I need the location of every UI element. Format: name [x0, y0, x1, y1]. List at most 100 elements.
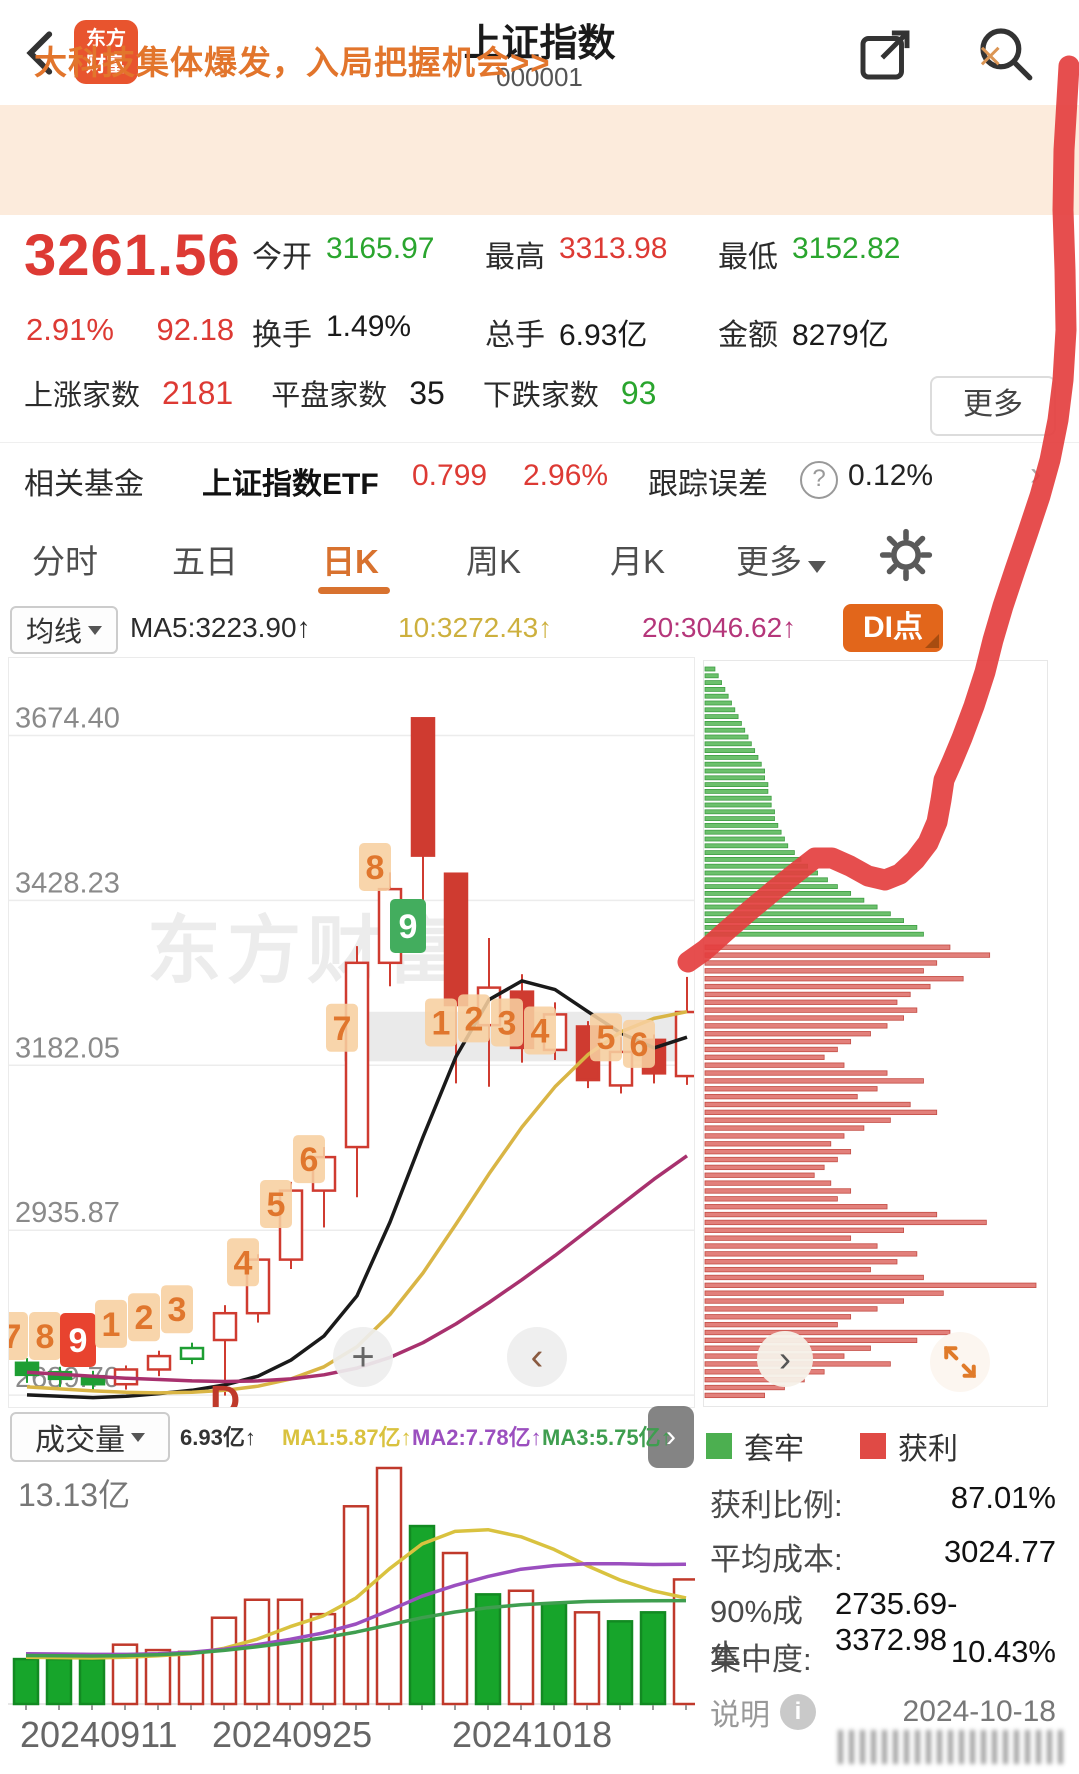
related-fund-row[interactable]: 相关基金 上证指数ETF 0.799 2.96% 跟踪误差 ? 0.12% ›: [0, 442, 1079, 514]
promo-banner-text[interactable]: 大科技集体爆发，入局把握机会>>: [34, 44, 551, 81]
di-point-badge[interactable]: DI点: [843, 604, 943, 652]
volume-ma3: MA3:5.75亿↑: [542, 1425, 672, 1450]
chip-distribution-pane[interactable]: [703, 660, 1048, 1407]
promo-banner[interactable]: [0, 105, 1079, 215]
stat-turnover: 换手 1.49%: [252, 310, 412, 352]
app-logo[interactable]: 东方 财富: [74, 20, 138, 84]
advancers-label: 上涨家数: [24, 380, 141, 412]
logo-line1: 东方: [86, 28, 126, 50]
blurred-watermark: [838, 1730, 1063, 1764]
back-button[interactable]: [18, 26, 68, 80]
svg-text:3674.40: 3674.40: [15, 702, 120, 734]
zoom-in-button[interactable]: +: [333, 1327, 393, 1387]
fund-row-label: 相关基金: [24, 468, 144, 501]
avg-cost-row: 平均成本: 3024.77: [710, 1534, 1056, 1577]
chart-tabs: 分时 五日 日K 周K 月K 更多: [0, 513, 1079, 601]
svg-text:3: 3: [168, 1291, 187, 1329]
settings-button[interactable]: [878, 527, 934, 583]
back-chevron-icon: [26, 31, 53, 75]
x-label-2: 20240925: [212, 1714, 373, 1755]
logo-line2: 财富: [86, 54, 126, 76]
share-button[interactable]: [852, 22, 918, 88]
svg-text:8: 8: [366, 849, 385, 887]
tracking-error-label: 跟踪误差: [648, 468, 768, 501]
plus-icon: +: [351, 1334, 375, 1379]
tab-more[interactable]: 更多: [736, 535, 826, 583]
ma10-value: 10:3272.43↑: [398, 612, 553, 643]
note-label: 说明: [710, 1699, 770, 1732]
volume-selector[interactable]: 成交量: [10, 1412, 170, 1462]
volume-chart-pane[interactable]: 13.13亿: [8, 1462, 700, 1710]
chip-date: 2024-10-18: [902, 1695, 1056, 1728]
pan-left-button[interactable]: ‹: [507, 1327, 567, 1387]
svg-text:5: 5: [267, 1186, 286, 1224]
tab-5day[interactable]: 五日: [172, 543, 238, 580]
stat-volume: 总手 6.93亿: [485, 319, 648, 352]
svg-text:1: 1: [102, 1306, 121, 1344]
decliners-label: 下跌家数: [482, 380, 599, 412]
more-button[interactable]: 更多: [930, 376, 1056, 436]
stat-low: 最低 3152.82: [718, 232, 901, 274]
info-icon[interactable]: i: [780, 1694, 816, 1730]
ma5-value: MA5:3223.90↑: [130, 612, 311, 643]
expand-panel-button[interactable]: [930, 1332, 990, 1392]
volume-current: 6.93亿↑: [180, 1425, 256, 1450]
fund-nav: 0.799: [412, 459, 488, 492]
ma20-value: 20:3046.62↑: [642, 612, 797, 643]
current-price: 3261.56: [24, 223, 241, 288]
chevron-down-icon: [131, 1432, 145, 1442]
x-label-3: 20241018: [452, 1714, 613, 1755]
flat-label: 平盘家数: [271, 380, 388, 412]
fund-name[interactable]: 上证指数ETF: [202, 468, 379, 501]
advancers-value: 2181: [162, 374, 234, 411]
panel-next-button[interactable]: ›: [757, 1331, 813, 1387]
trapped-swatch: [706, 1433, 732, 1459]
chip-legend: 套牢 获利: [706, 1424, 1066, 1468]
change-amount: 92.18: [156, 312, 235, 347]
kline-chart: 东方财富3674.403428.233182.052935.872689.707…: [0, 702, 700, 1423]
banner-close-icon[interactable]: ×: [978, 32, 1003, 79]
svg-text:9: 9: [399, 908, 418, 946]
svg-text:6: 6: [300, 1141, 319, 1179]
svg-text:4: 4: [531, 1012, 550, 1050]
x-axis-labels: 20240911 20240925 20241018: [0, 1714, 700, 1770]
svg-text:4: 4: [234, 1244, 253, 1282]
tab-daily-k[interactable]: 日K: [322, 543, 379, 580]
page-title: 上证指数: [463, 23, 616, 65]
ma-selector[interactable]: 均线: [10, 606, 118, 654]
stat-amount: 金额 8279亿: [718, 319, 889, 352]
collapse-panel-button[interactable]: ›: [648, 1406, 694, 1468]
profit-ratio-row: 获利比例: 87.01%: [710, 1480, 1056, 1523]
price-change: 2.91% 92.18: [26, 312, 234, 348]
svg-text:8: 8: [36, 1318, 55, 1356]
profit-label: 获利: [898, 1433, 958, 1466]
tracking-error-value: 0.12%: [848, 459, 934, 492]
svg-text:2: 2: [465, 1000, 484, 1038]
help-icon[interactable]: ?: [800, 461, 838, 499]
tab-monthly-k[interactable]: 月K: [610, 543, 666, 580]
svg-text:5: 5: [597, 1019, 616, 1057]
chevron-right-icon: ›: [779, 1338, 791, 1379]
stat-open: 今开 3165.97: [252, 232, 435, 274]
chevron-left-icon: ‹: [530, 1335, 544, 1378]
svg-text:7: 7: [9, 1318, 21, 1356]
flat-value: 35: [409, 374, 445, 411]
concentration-row: 集中度: 10.43%: [710, 1634, 1056, 1677]
chip-distribution-chart: [704, 666, 1037, 1399]
svg-text:6: 6: [630, 1026, 649, 1064]
breadth-row: 上涨家数 2181 平盘家数 35 下跌家数 93: [24, 372, 924, 414]
cost-range-row: 90%成本: 2735.69-3372.98: [710, 1586, 958, 1674]
quote-grid: 今开 3165.97 最高 3313.98 最低 3152.82 换手 1.49% 总手…: [252, 232, 952, 388]
svg-text:3182.05: 3182.05: [15, 1032, 120, 1064]
stat-high: 最高 3313.98: [485, 232, 668, 274]
svg-text:3428.23: 3428.23: [15, 867, 120, 899]
svg-text:3: 3: [498, 1004, 517, 1042]
active-tab-underline: [318, 587, 390, 594]
volume-ma2: MA2:7.78亿↑: [412, 1425, 542, 1450]
tab-minute[interactable]: 分时: [32, 543, 98, 580]
volume-ma1: MA1:5.87亿↑: [282, 1425, 412, 1450]
chevron-right-icon: ›: [666, 1420, 676, 1453]
tab-weekly-k[interactable]: 周K: [466, 543, 522, 580]
kline-chart-pane[interactable]: 东方财富3674.403428.233182.052935.872689.707…: [0, 657, 700, 1423]
